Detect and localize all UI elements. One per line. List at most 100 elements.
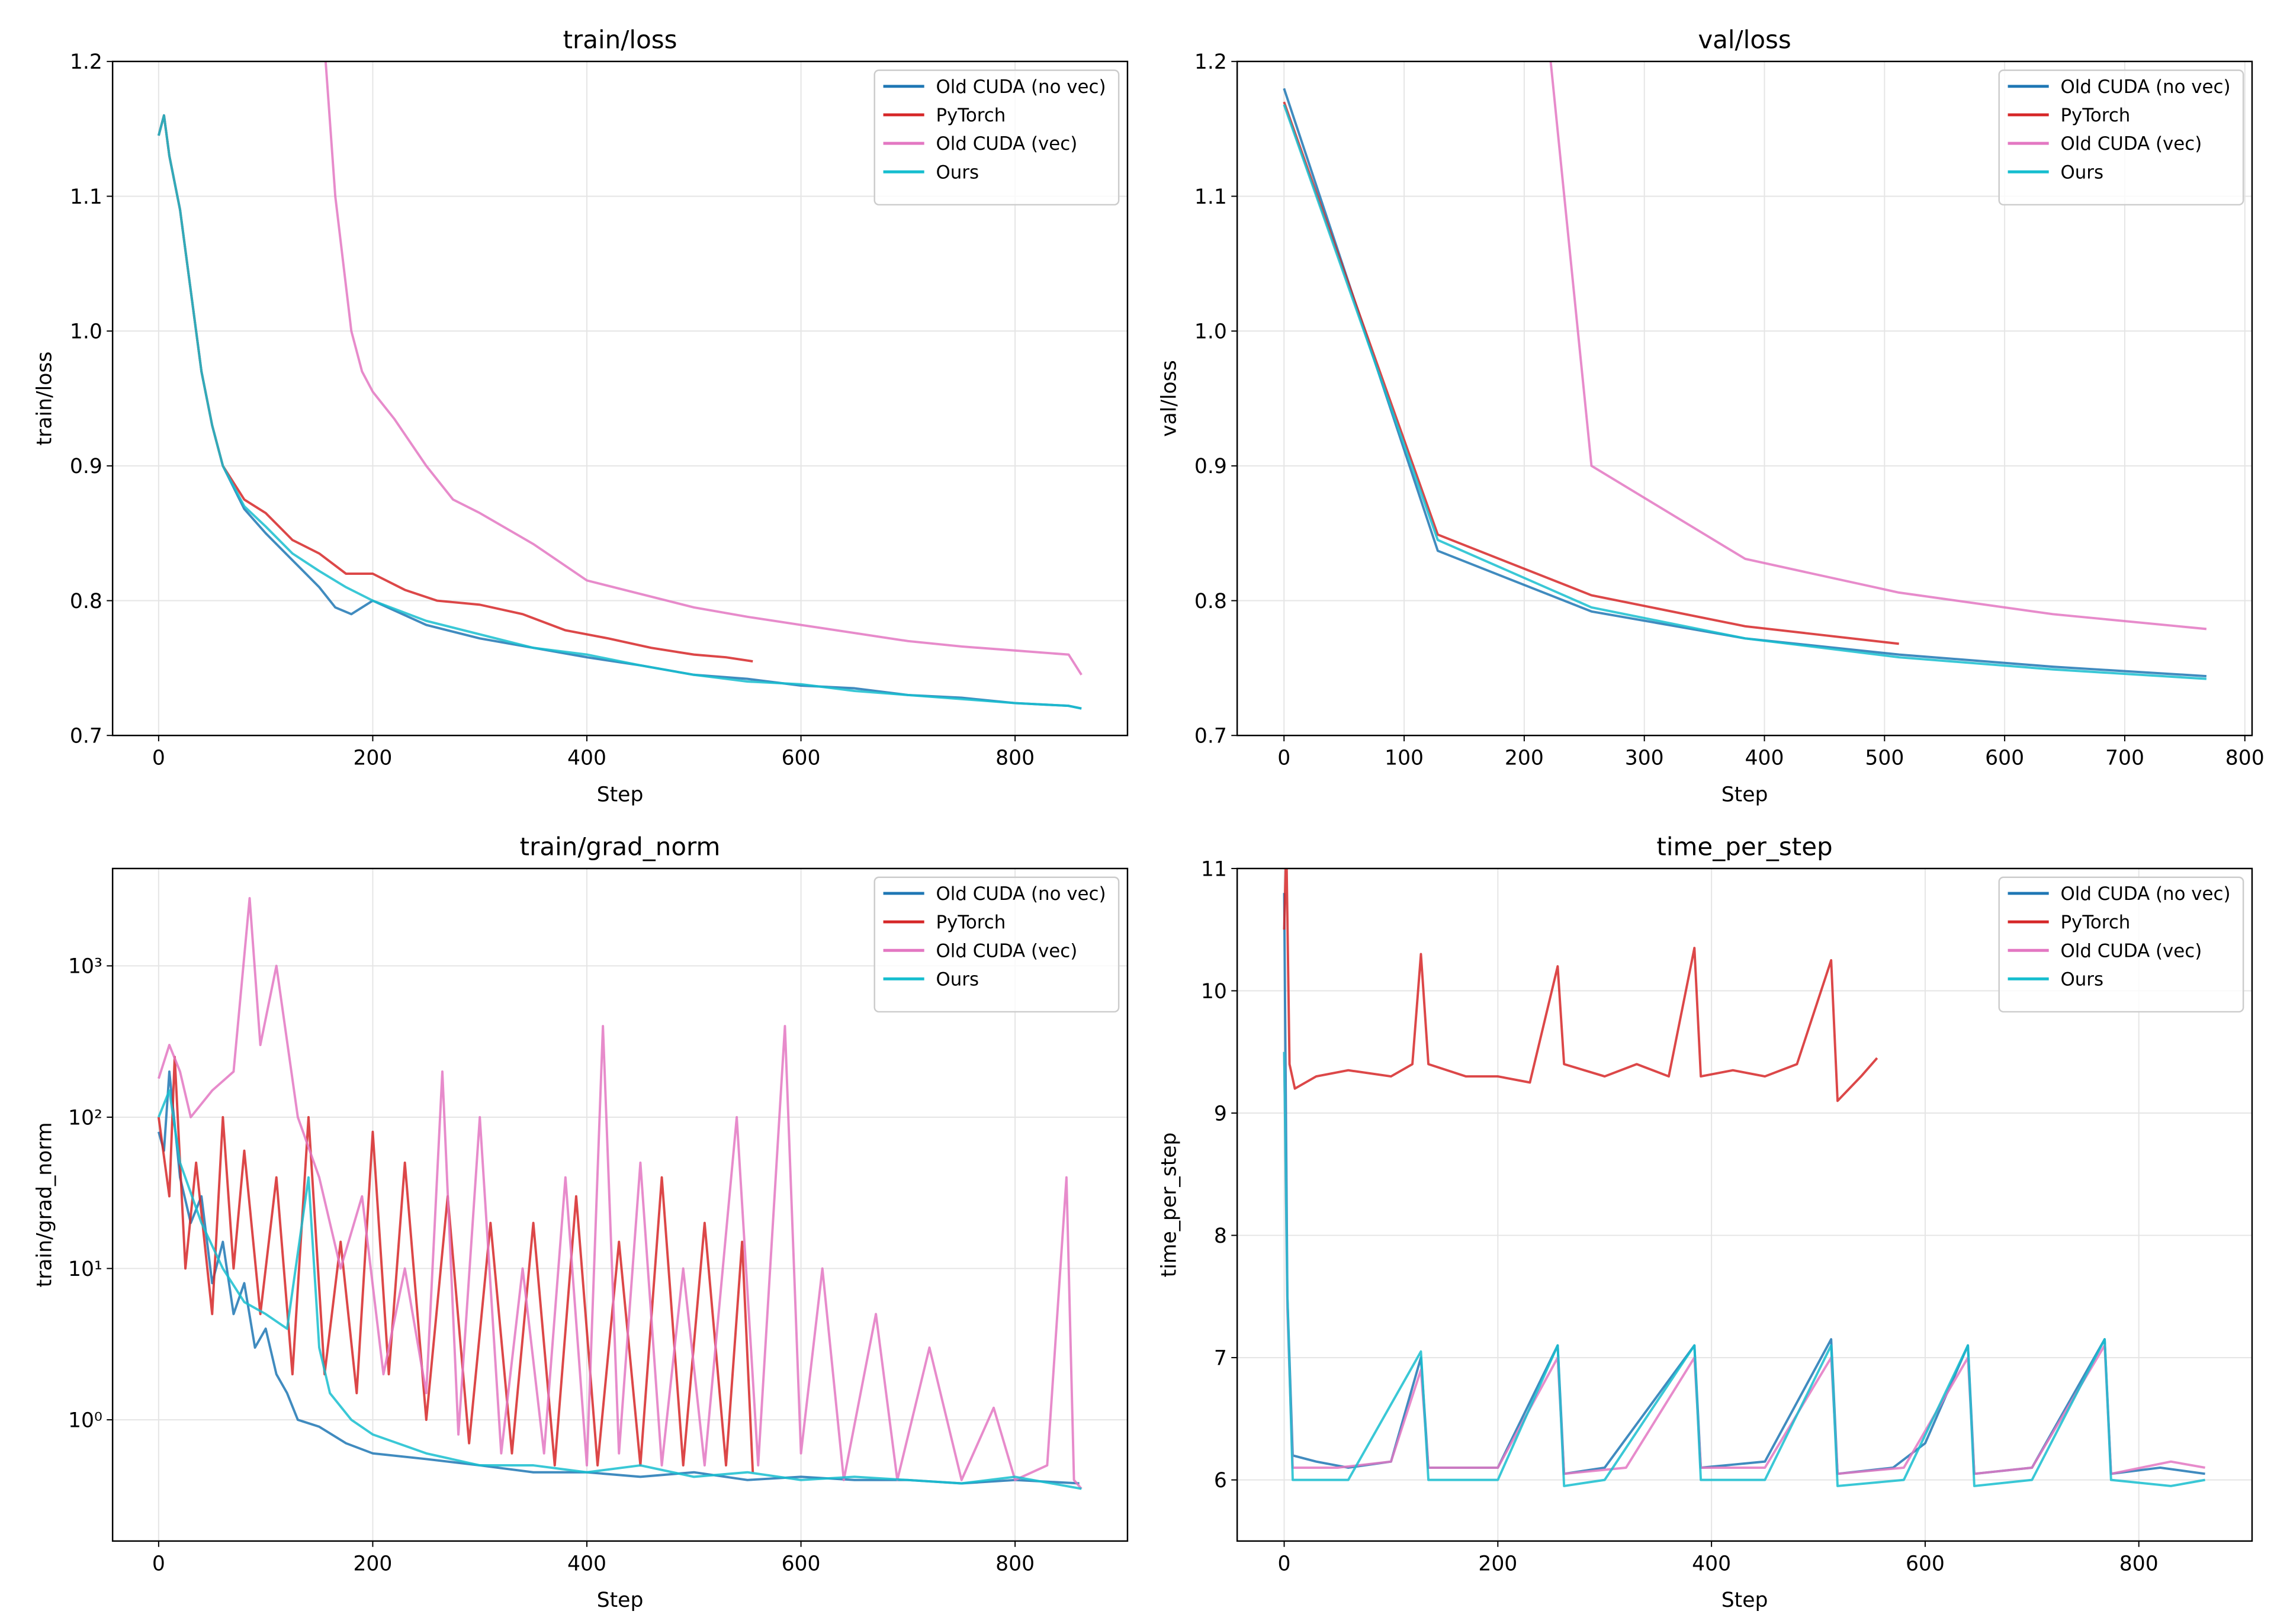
x-tick-label: 0 [1278,1552,1291,1575]
y-tick-label: 6 [1214,1469,1227,1493]
legend-label: PyTorch [2060,912,2130,933]
y-tick-label: 0.9 [70,455,102,478]
y-tick-label: 11 [1201,857,1227,881]
x-tick-label: 600 [1906,1552,1945,1575]
subplot: 0 200 400 600 800 0.7 0.8 0.9 1.0 1.1 1.2 train/los… [33,25,1129,806]
y-tick-label: 10² [68,1106,102,1130]
y-tick-label: 8 [1214,1224,1227,1248]
legend-label: PyTorch [2060,105,2130,126]
x-tick-label: 200 [1478,1552,1517,1575]
legend-label: Ours [936,969,979,991]
x-tick-label: 600 [782,1552,821,1575]
x-tick-label: 400 [1745,747,1784,770]
series-line [158,1089,1082,1490]
y-tick-label: 1.1 [1194,185,1227,209]
y-tick-label: 0.7 [70,725,102,748]
series-line [1283,101,1899,645]
legend-label: PyTorch [936,912,1006,933]
y-tick-label: 7 [1214,1346,1227,1370]
x-tick-label: 200 [353,1552,392,1575]
x-tick-label: 600 [1985,747,2024,770]
legend-label: Ours [2060,162,2103,183]
y-tick-label: 1.2 [70,50,102,74]
legend-label: PyTorch [936,105,1006,126]
y-tick-label: 10⁰ [68,1408,102,1432]
y-tick-label: 10 [1201,980,1227,1004]
x-tick-label: 500 [1865,747,1904,770]
legend-label: Old CUDA (no vec) [2060,883,2230,905]
x-axis-label: Step [597,1588,644,1612]
legend-box [873,69,1120,206]
series-line [157,1056,754,1472]
series-line [157,114,1082,710]
y-axis-label: train/grad_norm [33,1122,56,1287]
series-line [1283,1051,2205,1487]
series-group [1283,868,2205,1487]
x-axis-label: Step [597,783,644,806]
x-tick-label: 400 [567,1552,606,1575]
legend-box [1998,69,2244,206]
y-tick-label: 9 [1214,1102,1227,1125]
y-axis-label: time_per_step [1157,1133,1181,1278]
legend-label: Old CUDA (vec) [936,940,1077,961]
x-tick-label: 800 [2225,747,2265,770]
legend-label: Ours [2060,969,2103,991]
chart-title: time_per_step [1656,832,1832,861]
y-tick-label: 0.9 [1194,455,1227,478]
y-tick-label: 1.1 [70,185,102,209]
x-tick-label: 200 [353,747,392,770]
subplot: 0 100 200 300 400 500 600 700 800 0.7 0.8 0.9 1.0 1.1… [1157,25,2265,807]
x-tick-label: 0 [152,1552,165,1575]
x-tick-label: 300 [1625,747,1664,770]
axes-frame [111,867,1129,1542]
chart-title: train/loss [563,25,677,54]
series-line [324,61,1083,676]
legend: Old CUDA (no vec) PyTorch Old CUDA (vec) Ou… [1998,69,2244,206]
y-axis-label: val/loss [1157,360,1181,437]
legend-label: Old CUDA (no vec) [936,76,1106,98]
x-tick-label: 800 [995,747,1035,770]
chart-title: train/grad_norm [520,832,721,861]
axes-frame [111,60,1129,737]
legend-label: Old CUDA (no vec) [936,883,1106,905]
legend: Old CUDA (no vec) PyTorch Old CUDA (vec) Ou… [1998,876,2244,1013]
x-axis-label: Step [1721,783,1768,806]
legend-label: Old CUDA (vec) [936,133,1077,155]
x-tick-label: 0 [1277,747,1290,770]
series-line [157,1070,1080,1485]
x-tick-label: 800 [2119,1552,2159,1575]
y-tick-label: 0.8 [70,590,102,613]
y-axis-label: train/loss [33,352,56,446]
y-tick-label: 10¹ [68,1258,102,1281]
legend-box [873,876,1120,1013]
chart-title: val/loss [1698,25,1791,54]
x-tick-label: 400 [1692,1552,1731,1575]
legend-label: Old CUDA (vec) [2060,133,2202,155]
axes-frame [1236,867,2253,1542]
subplot: 0 200 400 600 800 10⁰ 10¹ 10² 10³ train/grad_norm… [33,832,1129,1612]
axes-frame [1236,60,2253,737]
y-tick-label: 1.0 [70,320,102,344]
legend-label: Ours [936,162,979,183]
y-tick-label: 0.8 [1194,590,1227,613]
series-group [1283,61,2207,680]
x-tick-label: 0 [152,747,165,770]
x-tick-label: 100 [1385,747,1424,770]
legend-box [1998,876,2244,1013]
y-tick-label: 10³ [68,955,102,979]
x-tick-label: 600 [782,747,821,770]
x-axis-label: Step [1721,1588,1768,1612]
series-group [157,897,1083,1490]
series-line [1283,868,1878,1102]
x-tick-label: 400 [567,747,606,770]
y-tick-label: 1.2 [1194,50,1227,74]
series-group [157,61,1083,710]
y-tick-label: 1.0 [1194,320,1227,344]
x-tick-label: 800 [995,1552,1035,1575]
legend: Old CUDA (no vec) PyTorch Old CUDA (vec) Ou… [873,69,1120,206]
x-tick-label: 200 [1505,747,1544,770]
series-line [157,114,753,663]
series-line [1549,61,2207,631]
legend-label: Old CUDA (no vec) [2060,76,2230,98]
series-line [1283,104,2207,680]
